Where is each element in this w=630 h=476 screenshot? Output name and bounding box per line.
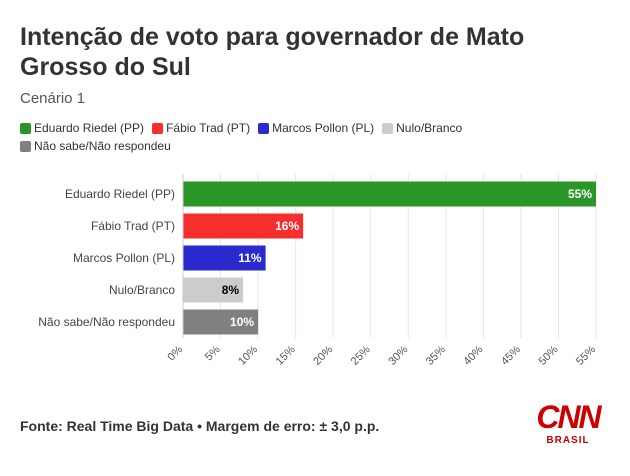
legend-label: Nulo/Branco: [396, 121, 463, 135]
category-label: Marcos Pollon (PL): [73, 251, 175, 265]
chart-title: Intenção de voto para governador de Mato…: [20, 23, 525, 81]
data-label: 11%: [238, 251, 262, 265]
data-label: 8%: [222, 283, 240, 297]
data-label: 55%: [568, 187, 592, 201]
x-tick-label: 20%: [311, 343, 335, 367]
legend-label: Eduardo Riedel (PP): [34, 121, 145, 135]
bar: [183, 213, 304, 239]
legend-item-eduardo-riedel: Eduardo Riedel (PP): [20, 121, 144, 135]
x-tick-label: 0%: [165, 343, 185, 363]
legend-label: Marcos Pollon (PL): [272, 121, 375, 135]
legend-swatch: [152, 122, 164, 134]
legend-label: Não sabe/Não respondeu: [34, 139, 171, 153]
legend-swatch: [382, 122, 394, 134]
x-tick-label: 45%: [499, 343, 523, 367]
bar: [183, 181, 596, 207]
x-tick-label: 25%: [349, 343, 373, 367]
x-tick-label: 30%: [386, 343, 410, 367]
category-label: Fábio Trad (PT): [91, 219, 175, 233]
data-label: 10%: [230, 315, 254, 329]
cnn-brasil-logo: CNN BRASIL: [536, 399, 601, 448]
chart-legend: Eduardo Riedel (PP) Fábio Trad (PT) Marc…: [20, 121, 540, 153]
x-tick-label: 55%: [574, 343, 598, 367]
data-label: 16%: [275, 219, 299, 233]
legend-item-nulo-branco: Nulo/Branco: [382, 121, 462, 135]
category-label: Nulo/Branco: [109, 283, 175, 297]
chart-subtitle: Cenário 1: [20, 90, 86, 107]
x-tick-label: 35%: [424, 343, 448, 367]
source-note: Fonte: Real Time Big Data • Margem de er…: [20, 418, 380, 434]
x-tick-label: 10%: [236, 343, 260, 367]
legend-swatch: [258, 122, 270, 134]
logo-cnn-text: CNN: [536, 399, 601, 435]
legend-swatch: [20, 122, 31, 134]
legend-item-marcos-pollon: Marcos Pollon (PL): [258, 121, 374, 135]
bar: [183, 277, 244, 303]
legend-item-nao-sabe: Não sabe/Não respondeu: [20, 139, 171, 153]
category-label: Não sabe/Não respondeu: [38, 315, 175, 329]
x-tick-label: 50%: [537, 343, 561, 367]
category-label: Eduardo Riedel (PP): [65, 187, 175, 201]
bar: [183, 309, 259, 335]
legend-label: Fábio Trad (PT): [166, 121, 251, 135]
x-tick-label: 5%: [203, 343, 223, 363]
legend-item-fabio-trad: Fábio Trad (PT): [152, 121, 250, 135]
bar-chart: Eduardo Riedel (PP) 55% Fábio Trad (PT) 16%…: [38, 174, 598, 368]
legend-swatch: [20, 140, 31, 152]
logo-brasil-text: BRASIL: [546, 435, 590, 446]
bar: [183, 245, 266, 271]
x-tick-label: 40%: [461, 343, 485, 367]
x-tick-label: 15%: [274, 343, 298, 367]
